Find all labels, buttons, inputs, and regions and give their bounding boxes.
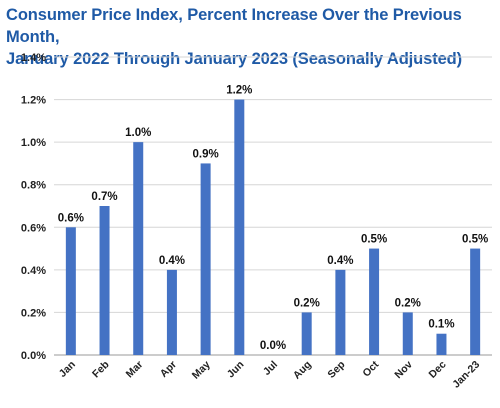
bar bbox=[436, 333, 447, 355]
y-tick-label: 0.0% bbox=[21, 350, 46, 362]
x-tick-label: Jul bbox=[261, 359, 280, 378]
x-tick-label: Jan bbox=[57, 359, 78, 380]
bar bbox=[335, 269, 346, 355]
data-label: 0.2% bbox=[294, 297, 320, 309]
bar bbox=[402, 312, 413, 355]
bar bbox=[65, 227, 76, 355]
bar bbox=[200, 163, 211, 355]
y-tick-label: 0.8% bbox=[21, 180, 46, 192]
data-label: 0.0% bbox=[260, 340, 286, 352]
y-tick-label: 1.2% bbox=[21, 95, 46, 107]
chart-title-line-1: Consumer Price Index, Percent Increase O… bbox=[6, 6, 462, 46]
data-label: 0.4% bbox=[327, 255, 353, 267]
x-tick-label: Jun bbox=[225, 359, 247, 381]
data-label: 0.5% bbox=[361, 234, 387, 246]
data-label: 0.4% bbox=[159, 255, 185, 267]
bar bbox=[133, 142, 144, 355]
x-tick-label: Dec bbox=[426, 359, 448, 381]
x-tick-label: Mar bbox=[124, 359, 146, 381]
x-tick-label: Sep bbox=[325, 359, 347, 381]
y-tick-label: 0.6% bbox=[21, 222, 46, 234]
x-tick-label: Feb bbox=[90, 359, 112, 381]
x-tick-label: Oct bbox=[360, 358, 381, 379]
chart-title-line-2: January 2022 Through January 2023 (Seaso… bbox=[6, 50, 463, 68]
bar bbox=[369, 248, 380, 355]
bar bbox=[470, 248, 481, 355]
x-tick-label: Apr bbox=[158, 359, 179, 380]
data-label: 0.6% bbox=[58, 212, 84, 224]
data-label: 0.1% bbox=[428, 319, 454, 331]
x-tick-label: May bbox=[190, 359, 213, 382]
y-tick-label: 1.0% bbox=[21, 137, 46, 149]
y-tick-label: 1.4% bbox=[21, 52, 46, 64]
data-label: 0.5% bbox=[462, 234, 488, 246]
data-label: 0.7% bbox=[91, 191, 117, 203]
data-label: 0.9% bbox=[193, 148, 219, 160]
data-label: 0.2% bbox=[395, 297, 421, 309]
data-label: 1.2% bbox=[226, 85, 252, 97]
x-tick-label: Nov bbox=[392, 359, 415, 382]
data-label: 1.0% bbox=[125, 127, 151, 139]
bar bbox=[166, 269, 177, 355]
chart-title: Consumer Price Index, Percent Increase O… bbox=[6, 4, 496, 70]
bar bbox=[301, 312, 312, 355]
y-tick-label: 0.2% bbox=[21, 307, 46, 319]
bar bbox=[99, 206, 110, 355]
x-tick-label: Jan-23 bbox=[450, 359, 482, 391]
y-tick-label: 0.4% bbox=[21, 265, 46, 277]
bar bbox=[234, 99, 245, 355]
x-tick-label: Aug bbox=[291, 359, 314, 382]
